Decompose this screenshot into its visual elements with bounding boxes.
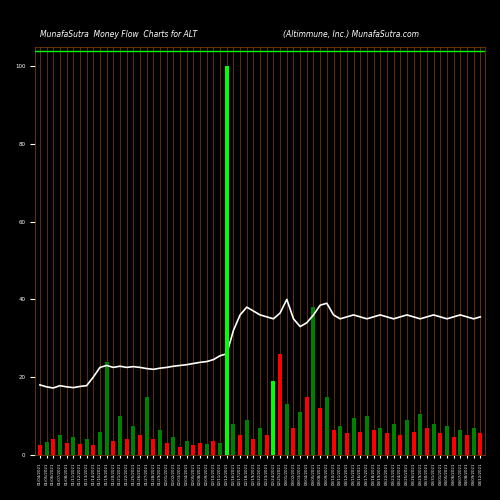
Bar [112,442,116,455]
Bar [412,432,416,455]
Bar [84,440,88,455]
Bar [72,438,76,455]
Bar [432,424,436,455]
Bar [425,428,429,455]
Bar [44,442,48,455]
Bar [78,444,82,455]
Bar [292,428,296,455]
Bar [218,443,222,455]
Bar [252,440,256,455]
Bar [272,381,276,455]
Bar [245,420,249,455]
Bar [212,442,216,455]
Bar [378,428,382,455]
Bar [198,443,202,455]
Bar [164,443,168,455]
Text: MunafaSutra  Money Flow  Charts for ALT: MunafaSutra Money Flow Charts for ALT [40,30,197,38]
Bar [318,408,322,455]
Bar [478,434,482,455]
Bar [278,354,282,455]
Bar [352,418,356,455]
Bar [64,443,68,455]
Bar [178,447,182,455]
Bar [285,404,289,455]
Bar [224,66,228,455]
Bar [398,436,402,455]
Bar [158,430,162,455]
Bar [124,440,128,455]
Bar [204,444,208,455]
Bar [332,430,336,455]
Bar [445,426,449,455]
Bar [385,434,389,455]
Bar [272,381,276,455]
Bar [452,438,456,455]
Bar [132,426,136,455]
Bar [184,442,188,455]
Bar [104,362,108,455]
Bar [325,396,329,455]
Bar [58,436,62,455]
Bar [92,445,96,455]
Bar [51,440,55,455]
Bar [298,412,302,455]
Bar [438,434,442,455]
Bar [258,428,262,455]
Bar [405,420,409,455]
Bar [418,414,422,455]
Bar [372,430,376,455]
Bar [38,445,42,455]
Bar [338,426,342,455]
Bar [305,396,309,455]
Bar [224,66,228,455]
Bar [138,436,142,455]
Bar [238,436,242,455]
Bar [345,434,349,455]
Bar [265,436,269,455]
Bar [98,432,102,455]
Bar [232,424,235,455]
Bar [118,416,122,455]
Text: (Altimmune, Inc.) MunafaSutra.com: (Altimmune, Inc.) MunafaSutra.com [282,30,418,38]
Bar [172,438,175,455]
Bar [358,432,362,455]
Bar [465,436,469,455]
Bar [365,416,369,455]
Bar [144,396,148,455]
Bar [192,445,196,455]
Bar [152,440,156,455]
Bar [392,424,396,455]
Bar [472,428,476,455]
Bar [312,307,316,455]
Bar [458,430,462,455]
